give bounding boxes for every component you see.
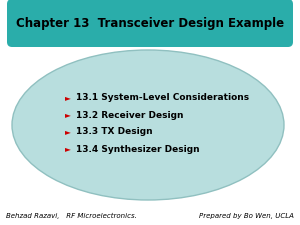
Text: ►: ► [65, 110, 71, 119]
Text: 13.2 Receiver Design: 13.2 Receiver Design [76, 110, 184, 119]
Text: Prepared by Bo Wen, UCLA: Prepared by Bo Wen, UCLA [199, 213, 294, 219]
Text: Chapter 13  Transceiver Design Example: Chapter 13 Transceiver Design Example [16, 16, 284, 29]
Text: 13.1 System-Level Considerations: 13.1 System-Level Considerations [76, 94, 249, 103]
FancyBboxPatch shape [7, 0, 293, 47]
Text: 13.4 Synthesizer Design: 13.4 Synthesizer Design [76, 144, 200, 153]
Text: ►: ► [65, 94, 71, 103]
Text: ►: ► [65, 128, 71, 137]
Text: ►: ► [65, 144, 71, 153]
Text: Behzad Razavi,   RF Microelectronics.: Behzad Razavi, RF Microelectronics. [6, 213, 137, 219]
Ellipse shape [12, 50, 284, 200]
Text: 13.3 TX Design: 13.3 TX Design [76, 128, 153, 137]
